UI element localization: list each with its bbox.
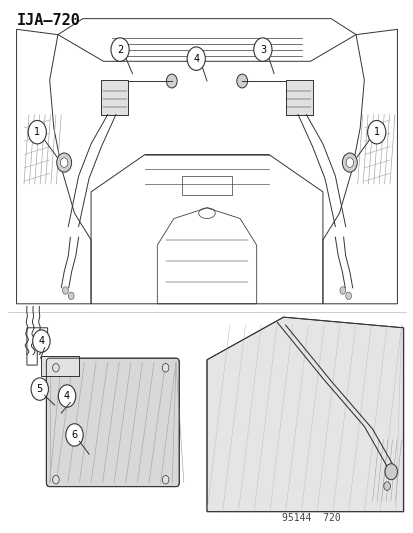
Circle shape — [60, 158, 68, 167]
Circle shape — [383, 482, 389, 490]
Circle shape — [342, 153, 356, 172]
Circle shape — [236, 74, 247, 88]
Text: 1: 1 — [373, 127, 379, 137]
Text: 3: 3 — [259, 45, 265, 54]
Text: 4: 4 — [38, 336, 44, 346]
Circle shape — [166, 74, 177, 88]
Circle shape — [367, 120, 385, 144]
Polygon shape — [206, 317, 403, 512]
Circle shape — [33, 330, 50, 352]
Circle shape — [52, 364, 59, 372]
Circle shape — [58, 385, 76, 407]
Text: 95144  720: 95144 720 — [281, 513, 339, 523]
Circle shape — [66, 424, 83, 446]
FancyBboxPatch shape — [46, 358, 179, 487]
Circle shape — [28, 120, 46, 144]
Circle shape — [68, 292, 74, 300]
FancyBboxPatch shape — [41, 356, 78, 376]
Circle shape — [345, 158, 353, 167]
Text: 5: 5 — [36, 384, 43, 394]
Circle shape — [339, 287, 345, 294]
Text: 2: 2 — [116, 45, 123, 54]
Text: 6: 6 — [71, 430, 77, 440]
FancyBboxPatch shape — [285, 80, 312, 115]
Circle shape — [345, 292, 351, 300]
Circle shape — [253, 38, 271, 61]
Circle shape — [162, 475, 169, 484]
Circle shape — [31, 378, 48, 400]
Text: 4: 4 — [64, 391, 70, 401]
Text: 1: 1 — [34, 127, 40, 137]
Circle shape — [52, 475, 59, 484]
Circle shape — [111, 38, 129, 61]
Circle shape — [57, 153, 71, 172]
FancyBboxPatch shape — [101, 80, 128, 115]
Circle shape — [384, 464, 396, 480]
Text: 4: 4 — [193, 54, 199, 63]
Text: IJA–720: IJA–720 — [17, 13, 80, 28]
Circle shape — [162, 364, 169, 372]
Circle shape — [62, 287, 68, 294]
Circle shape — [187, 47, 205, 70]
